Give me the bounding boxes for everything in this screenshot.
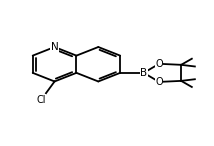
- Text: O: O: [155, 59, 163, 69]
- Text: O: O: [155, 77, 163, 87]
- Text: B: B: [140, 68, 147, 78]
- Text: N: N: [51, 42, 58, 52]
- Text: Cl: Cl: [36, 95, 46, 105]
